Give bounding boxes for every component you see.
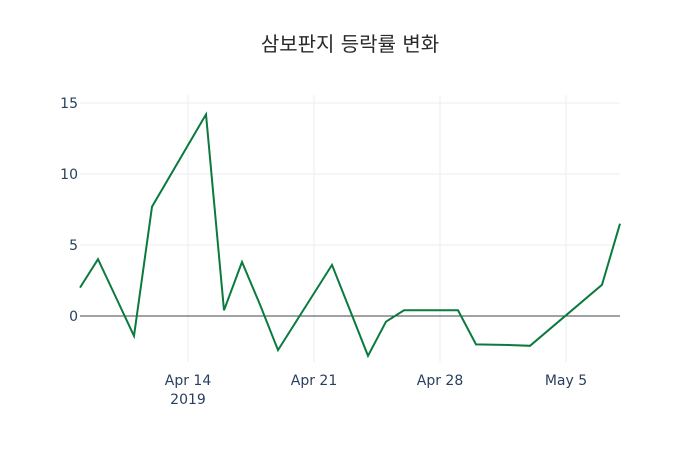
gridlines [80,95,620,362]
x-tick-label: Apr 21 [291,373,337,389]
x-tick-label: Apr 28 [417,373,463,389]
y-tick-label: 15 [60,96,78,112]
x-tick-label: Apr 14 [165,373,212,389]
chart-title: 삼보판지 등락률 변화 [260,32,440,56]
y-axis-ticks: 0 5 10 15 [60,96,78,325]
x-axis-ticks: Apr 14 2019 Apr 21 Apr 28 May 5 [165,373,587,408]
y-tick-label: 10 [60,167,78,183]
series-line [79,111,621,359]
x-tick-label: May 5 [545,373,587,389]
x-tick-year-label: 2019 [170,392,206,408]
y-tick-label: 0 [69,309,78,325]
y-tick-label: 5 [69,238,78,254]
